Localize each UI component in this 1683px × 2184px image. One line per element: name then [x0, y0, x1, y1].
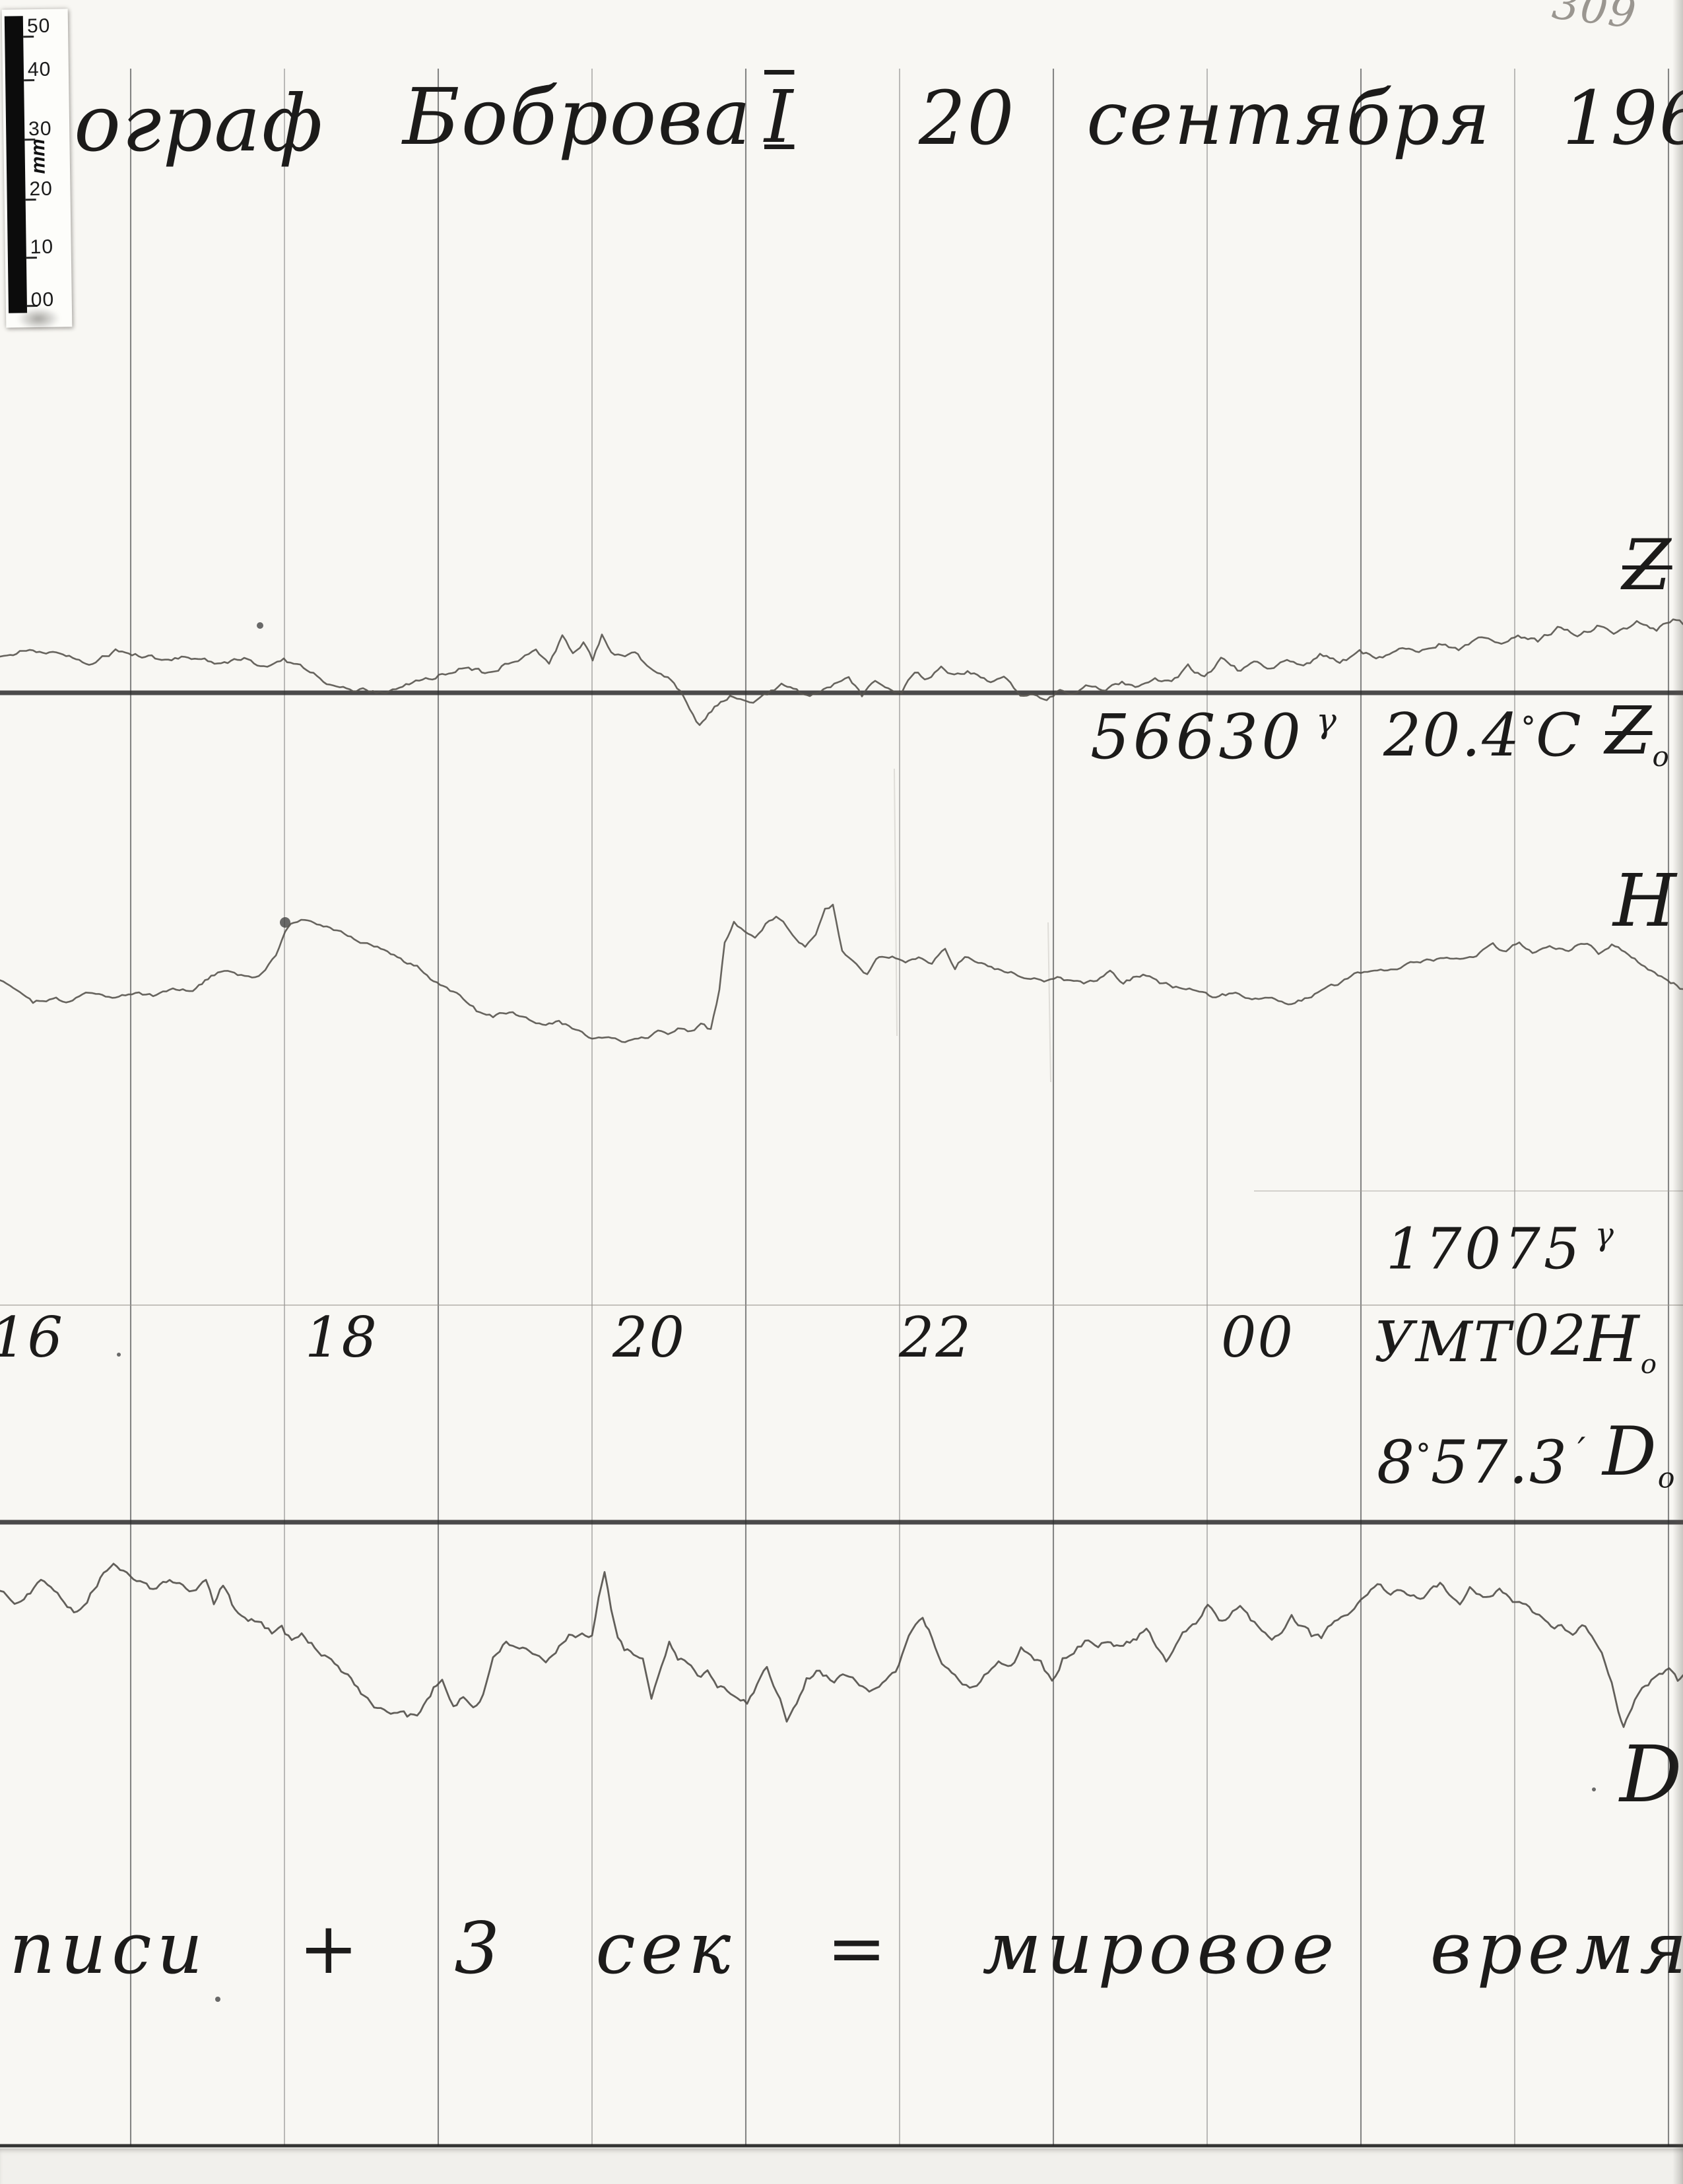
- z-trace: [0, 618, 1683, 726]
- d0-degrees: 8: [1377, 1428, 1416, 1497]
- ruler-label-10: 10: [30, 236, 54, 259]
- ruler-label-30: 30: [28, 117, 52, 141]
- d0-letter: D: [1602, 1413, 1658, 1491]
- temperature-annotation: 20.4°C: [1383, 706, 1583, 765]
- pencil-page-number: 309: [1549, 0, 1640, 39]
- h-baseline-number: 17075: [1386, 1216, 1583, 1283]
- ink-speck: [257, 622, 263, 629]
- time-label-22: 22: [899, 1305, 972, 1370]
- time-zone-label: УМТ: [1374, 1310, 1512, 1374]
- ruler-label-20: 20: [29, 177, 53, 201]
- prime-sign-d0: ′: [1577, 1430, 1586, 1472]
- ruler-black-bar: [4, 16, 28, 313]
- paper-bottom-margin: [0, 2148, 1683, 2184]
- paper-right-edge-shadow: [1672, 0, 1683, 2184]
- z0-letter: Z: [1605, 692, 1653, 769]
- ink-speck: [117, 1353, 121, 1357]
- gamma-sign-z: γ: [1316, 701, 1336, 741]
- time-label-20: 20: [612, 1305, 686, 1370]
- h0-baseline-label: Ho: [1584, 1308, 1657, 1378]
- d-trace: [0, 1562, 1683, 1728]
- ruler-unit-mm: mm: [27, 139, 50, 174]
- ruler-shadow-smudge: [16, 307, 61, 331]
- h0-letter: H: [1584, 1302, 1641, 1376]
- d0-subscript: o: [1657, 1461, 1675, 1495]
- temperature-unit: C: [1535, 701, 1583, 770]
- paper-scratch: [1047, 922, 1051, 1083]
- time-label-16: 16: [0, 1305, 64, 1370]
- ink-speck: [280, 917, 290, 928]
- degree-sign-temp: °: [1521, 710, 1536, 745]
- title-name: Боброва: [403, 71, 752, 162]
- title-roman-numeral: I: [764, 75, 795, 159]
- mm-scale-ruler: 50 40 30 20 10 00 mm: [1, 9, 73, 331]
- d0-minutes: 57.3: [1430, 1428, 1569, 1497]
- ruler-label-40: 40: [27, 58, 51, 81]
- ink-speck: [215, 1997, 220, 2002]
- h-trace: [0, 903, 1683, 1043]
- z0-subscript: o: [1652, 740, 1669, 773]
- degree-sign-d0: °: [1416, 1437, 1431, 1472]
- ruler-label-50: 50: [26, 15, 51, 38]
- gamma-sign-h: γ: [1595, 1217, 1614, 1253]
- ink-speck: [1592, 1787, 1596, 1791]
- title-prefix: ограф: [74, 78, 324, 169]
- time-label-02: 02: [1514, 1303, 1587, 1368]
- time-label-18: 18: [305, 1305, 378, 1370]
- title-date: 20 сентября 1967 г: [919, 76, 1683, 162]
- bottom-note: писи + 3 сек = мировое время: [9, 1908, 1683, 1990]
- z-baseline-number: 56630: [1090, 701, 1305, 773]
- z-baseline-value: 56630 γ: [1090, 704, 1336, 769]
- z0-baseline-label: Zo: [1605, 698, 1669, 771]
- d-component-label: D: [1620, 1729, 1683, 1820]
- temperature-value: 20.4: [1383, 701, 1521, 770]
- d0-baseline-label: Do: [1602, 1419, 1675, 1493]
- h-baseline-value: 17075 γ: [1386, 1217, 1614, 1278]
- paper-scratch: [894, 768, 898, 1037]
- h-component-label: H: [1613, 858, 1678, 943]
- d0-baseline-value: 8°57.3 ′: [1377, 1433, 1585, 1493]
- h0-subscript: o: [1640, 1349, 1657, 1380]
- z-component-label: Z: [1622, 525, 1672, 606]
- time-label-00: 00: [1221, 1305, 1294, 1370]
